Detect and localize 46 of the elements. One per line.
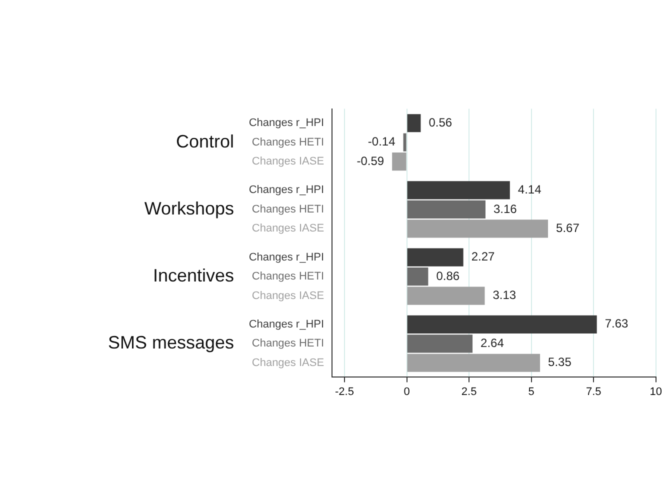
text: Changes IASE: [252, 222, 324, 235]
bar: [392, 152, 406, 171]
x-tick-label: 5: [528, 386, 534, 398]
bar: [407, 354, 540, 372]
bar: [407, 200, 486, 218]
x-tick-label: 10: [650, 386, 662, 398]
text: Changes HETI: [252, 270, 324, 283]
bar: [407, 181, 510, 200]
text: Changes IASE: [252, 356, 324, 369]
data-label: -0.59: [356, 154, 384, 168]
bar: [407, 220, 548, 238]
bar: [407, 114, 421, 132]
text: Changes r_HPI: [248, 318, 324, 330]
x-tick-label: -2.5: [335, 386, 354, 398]
data-label: 0.56: [428, 115, 452, 130]
data-label: 3.13: [492, 288, 516, 302]
text: Changes IASE: [252, 156, 324, 168]
y-tick-label: Control: [176, 131, 234, 152]
x-tick-label: 2.5: [461, 386, 477, 398]
y-tick-label: SMS messages: [108, 332, 234, 353]
data-label: 4.14: [518, 182, 542, 197]
bar: [407, 334, 473, 353]
data-label: 3.16: [493, 202, 518, 216]
text: Changes r_HPI: [248, 184, 324, 196]
data-label: 0.86: [436, 268, 460, 283]
bar: [407, 286, 485, 305]
data-label: 2.64: [480, 336, 504, 350]
bar: [407, 315, 597, 334]
data-label: 5.35: [548, 355, 572, 370]
data-label: 7.63: [604, 316, 629, 331]
text: Changes HETI: [252, 136, 324, 148]
bar: [403, 133, 406, 152]
text: Changes HETI: [252, 338, 324, 350]
data-label: 5.67: [556, 221, 580, 235]
bar: [407, 248, 464, 266]
text: Changes HETI: [252, 203, 324, 216]
x-tick-label: 7.5: [586, 386, 602, 398]
x-tick-label: 0: [404, 386, 410, 398]
data-label: 2.27: [471, 250, 496, 264]
bar: [407, 268, 428, 286]
y-tick-label: Incentives: [152, 266, 234, 286]
text: Changes r_HPI: [248, 251, 324, 264]
data-label: -0.14: [368, 134, 396, 149]
text: Changes IASE: [252, 290, 324, 302]
y-tick-label: Workshops: [144, 198, 234, 218]
text: Changes r_HPI: [248, 117, 324, 130]
